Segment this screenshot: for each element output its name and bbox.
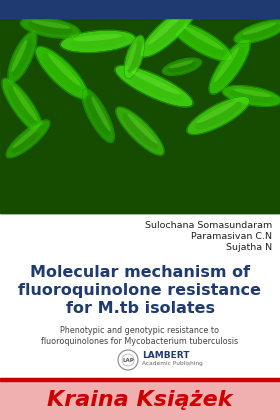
- Ellipse shape: [12, 38, 32, 76]
- Bar: [0, 18, 280, 213]
- Ellipse shape: [215, 47, 244, 87]
- Bar: [0, 18, 280, 213]
- Bar: [0, 18, 280, 213]
- Ellipse shape: [167, 61, 197, 73]
- Ellipse shape: [242, 23, 276, 35]
- Text: Molecular mechanism of
fluoroquinolone resistance
for M.tb isolates: Molecular mechanism of fluoroquinolone r…: [18, 265, 262, 316]
- Ellipse shape: [125, 71, 183, 101]
- Ellipse shape: [241, 24, 280, 40]
- Ellipse shape: [13, 87, 38, 121]
- Ellipse shape: [122, 113, 158, 149]
- Bar: [0, 378, 280, 381]
- Bar: [0, 0, 280, 18]
- Ellipse shape: [8, 32, 37, 82]
- Text: LAP: LAP: [122, 357, 134, 362]
- Text: Paramasivan C.N: Paramasivan C.N: [191, 232, 272, 241]
- Ellipse shape: [2, 79, 43, 133]
- Ellipse shape: [92, 97, 110, 131]
- Ellipse shape: [61, 30, 135, 52]
- Ellipse shape: [187, 97, 250, 134]
- Ellipse shape: [195, 102, 242, 129]
- Ellipse shape: [21, 18, 80, 38]
- Bar: [0, 18, 280, 213]
- Ellipse shape: [73, 34, 122, 41]
- Ellipse shape: [127, 114, 157, 144]
- Ellipse shape: [184, 26, 223, 50]
- Ellipse shape: [148, 13, 188, 50]
- Ellipse shape: [127, 41, 142, 73]
- Bar: [0, 213, 280, 378]
- Text: Sulochana Somasundaram: Sulochana Somasundaram: [145, 221, 272, 230]
- Ellipse shape: [233, 89, 272, 97]
- Ellipse shape: [179, 27, 225, 56]
- Ellipse shape: [222, 86, 280, 106]
- Ellipse shape: [130, 71, 181, 94]
- Text: LAMBERT: LAMBERT: [142, 352, 190, 360]
- Bar: [0, 18, 280, 213]
- Ellipse shape: [115, 66, 193, 107]
- Ellipse shape: [171, 22, 232, 61]
- Text: Kraina Książek: Kraina Książek: [47, 390, 233, 410]
- Ellipse shape: [11, 39, 27, 72]
- Ellipse shape: [197, 101, 237, 123]
- Ellipse shape: [36, 47, 88, 99]
- Text: Phenotypic and genotypic resistance to
fluoroquinolones for Mycobacterium tuberc: Phenotypic and genotypic resistance to f…: [41, 326, 239, 346]
- Ellipse shape: [82, 89, 114, 142]
- Ellipse shape: [12, 125, 40, 148]
- Ellipse shape: [70, 34, 126, 49]
- Text: Academic Publishing: Academic Publishing: [142, 362, 203, 367]
- Ellipse shape: [234, 20, 280, 43]
- Bar: [0, 378, 280, 420]
- Ellipse shape: [48, 54, 81, 86]
- Ellipse shape: [32, 20, 70, 29]
- Bar: [0, 18, 280, 213]
- Ellipse shape: [124, 35, 145, 79]
- Ellipse shape: [8, 86, 37, 126]
- Ellipse shape: [214, 47, 239, 82]
- Ellipse shape: [230, 89, 274, 103]
- Ellipse shape: [169, 60, 194, 68]
- Ellipse shape: [209, 39, 250, 94]
- Ellipse shape: [42, 53, 81, 92]
- Ellipse shape: [6, 120, 50, 158]
- Ellipse shape: [127, 42, 137, 70]
- Ellipse shape: [116, 107, 164, 155]
- Ellipse shape: [12, 125, 44, 153]
- Text: Sujatha N: Sujatha N: [226, 243, 272, 252]
- Ellipse shape: [148, 13, 183, 45]
- Ellipse shape: [86, 95, 110, 136]
- Ellipse shape: [28, 21, 73, 35]
- Ellipse shape: [163, 58, 201, 75]
- Ellipse shape: [140, 6, 196, 57]
